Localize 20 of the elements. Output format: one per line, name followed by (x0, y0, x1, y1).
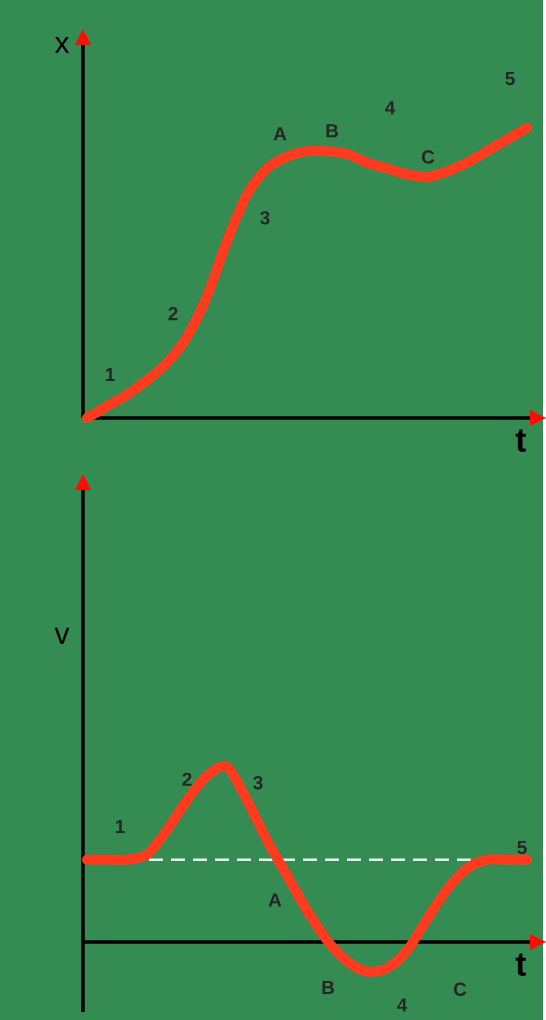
x-axis-title: t (515, 953, 527, 976)
annotation: 2 (168, 306, 178, 321)
text: B (322, 980, 334, 994)
annotation: 1 (105, 367, 115, 381)
annotation: C (421, 150, 435, 164)
annotation: 1 (115, 819, 125, 834)
text: 4 (385, 101, 396, 115)
annotation: 3 (260, 211, 270, 225)
annotation: A (273, 127, 287, 141)
text: 5 (505, 72, 515, 86)
annotation: 5 (517, 840, 527, 855)
text: C (453, 982, 467, 996)
y-axis-title: v (54, 627, 70, 644)
annotation: A (268, 893, 282, 907)
y-axis-title: x (54, 37, 70, 53)
text: 4 (397, 998, 408, 1012)
annotation: B (326, 124, 338, 138)
annotation: 3 (253, 776, 263, 790)
annotation: 2 (182, 772, 192, 786)
x-axis-title: t (515, 429, 527, 452)
